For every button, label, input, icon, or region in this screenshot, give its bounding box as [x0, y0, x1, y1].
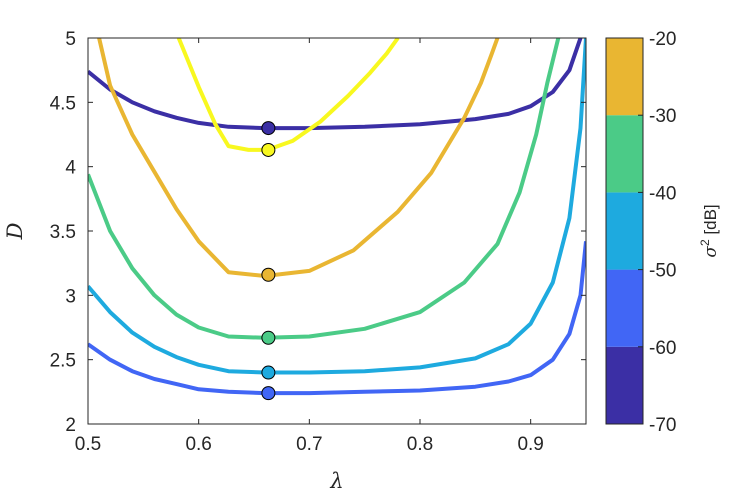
colorbar-band-4	[606, 115, 643, 193]
y-tick-label: 2.5	[50, 351, 76, 372]
optimal-point-marker	[261, 121, 276, 136]
colorbar-tick-label: -70	[649, 415, 676, 436]
y-tick-label: 5	[65, 29, 76, 50]
optimal-point-marker	[261, 365, 276, 380]
x-axis-title: λ	[329, 469, 343, 493]
colorbar-tick-label: -40	[649, 183, 676, 204]
y-tick-label: 4	[65, 158, 76, 179]
x-tick-label: 0.6	[185, 434, 211, 455]
colorbar-band-5	[606, 38, 643, 116]
colorbar-title-unit: [dB]	[701, 204, 720, 239]
optimal-markers	[261, 121, 276, 401]
axis-ticks: 0.5 0.6 0.7 0.8 0.9 2 2.5 3 3.5 4 4.5 5	[50, 29, 586, 455]
colorbar-band-1	[606, 346, 643, 424]
x-tick-label: 0.9	[517, 434, 543, 455]
colorbar-title: σ2 [dB]	[698, 204, 721, 257]
x-tick-label: 0.5	[75, 434, 101, 455]
colorbar-tick-label: -50	[649, 261, 676, 282]
series-line-4	[88, 38, 561, 340]
series-line-3	[88, 38, 586, 375]
optimal-point-marker	[261, 142, 276, 157]
optimal-point-marker	[261, 386, 276, 401]
series-line-2	[88, 241, 586, 396]
plot-area	[88, 38, 586, 424]
colorbar-title-sup: 2	[698, 239, 712, 246]
y-axis-title: D	[3, 222, 27, 240]
colorbar: -20 -30 -40 -50 -60 -70	[605, 29, 676, 436]
optimal-point-marker	[261, 330, 276, 345]
optimal-point-marker	[261, 267, 276, 282]
colorbar-band-2	[606, 269, 643, 347]
y-tick-label: 3	[65, 286, 76, 307]
y-tick-label: 3.5	[50, 222, 76, 243]
colorbar-band-3	[606, 192, 643, 270]
curves	[88, 38, 586, 396]
colorbar-title-base: σ	[701, 246, 721, 258]
colorbar-tick-label: -20	[649, 29, 676, 50]
y-tick-label: 4.5	[50, 93, 76, 114]
x-tick-label: 0.8	[407, 434, 433, 455]
x-tick-label: 0.7	[296, 434, 322, 455]
series-line-5	[97, 38, 500, 278]
colorbar-frame	[605, 37, 644, 425]
colorbar-tick-label: -60	[649, 338, 676, 359]
colorbar-tick-label: -30	[649, 106, 676, 127]
series-line-6	[176, 38, 400, 152]
y-tick-label: 2	[65, 415, 76, 436]
